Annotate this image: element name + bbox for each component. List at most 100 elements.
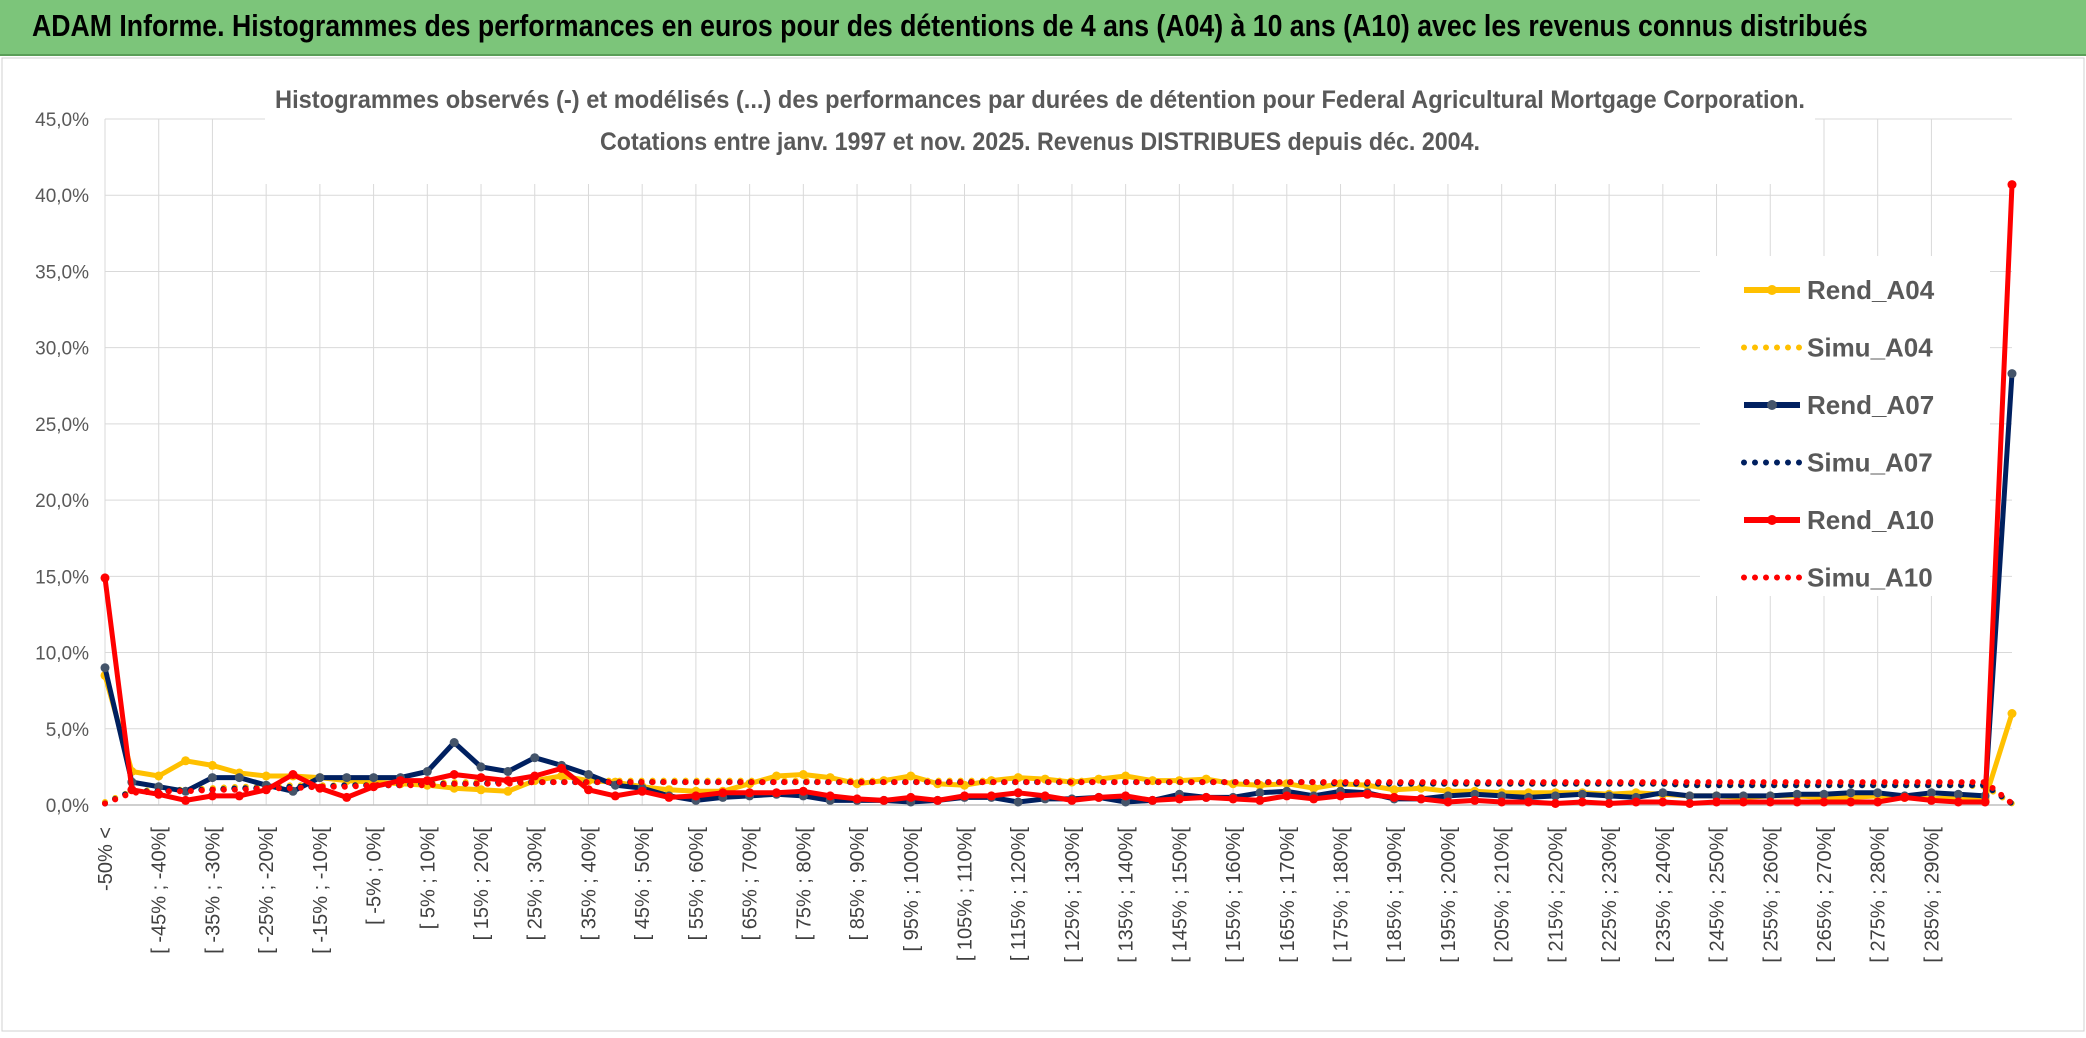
chart-frame: 0,0% 5,0% 10,0% 15,0% 20,0% 25,0% 30,0% 35,0% 40…	[0, 56, 2086, 1033]
legend-marker	[1767, 400, 1777, 410]
data-point	[1336, 791, 1345, 801]
data-point	[798, 786, 808, 796]
x-tick-label: [ 35% ; 40%[	[578, 827, 600, 941]
data-point	[422, 776, 432, 786]
data-point	[1712, 797, 1721, 807]
x-tick-label: [ 105% ; 110%[	[954, 827, 976, 962]
chart: 0,0% 5,0% 10,0% 15,0% 20,0% 25,0% 30,0% 35,0% 40…	[1, 57, 2085, 1032]
data-point	[745, 788, 755, 798]
data-point	[1604, 791, 1614, 801]
x-tick-label: [ 185% ; 190%[	[1384, 827, 1406, 963]
x-tick-label: [ 265% ; 270%[	[1814, 827, 1836, 963]
data-point	[584, 785, 593, 795]
legend-label: Rend_A10	[1807, 505, 1934, 535]
data-point	[718, 788, 728, 798]
x-tick-label: [ 255% ; 260%[	[1760, 827, 1782, 963]
data-point	[100, 663, 110, 673]
x-tick-label: [ 65% ; 70%[	[740, 827, 762, 941]
data-point	[369, 773, 379, 783]
data-point	[1309, 783, 1319, 793]
data-point	[181, 756, 191, 766]
data-point	[476, 785, 486, 795]
x-tick-label: [ 45% ; 50%[	[632, 827, 654, 941]
data-point	[825, 791, 835, 801]
x-tick-label: [ 175% ; 180%[	[1331, 827, 1353, 963]
data-point	[1309, 794, 1319, 804]
series-simu-a10	[102, 779, 2015, 807]
x-tick-label: [ -35% ; -30%[	[202, 827, 224, 954]
data-point	[1846, 788, 1856, 798]
x-tick-label: [ 275% ; 280%[	[1868, 827, 1890, 963]
data-point	[1980, 797, 1990, 807]
data-point	[1389, 785, 1399, 795]
x-tick-label: [ -25% ; -20%[	[256, 827, 278, 954]
x-tick-label: [ 125% ; 130%[	[1062, 827, 1084, 963]
y-tick-label: 40,0%	[35, 186, 89, 207]
data-point	[1362, 789, 1372, 799]
data-point	[1174, 794, 1184, 804]
legend-marker	[1767, 285, 1777, 295]
data-point	[1389, 792, 1399, 802]
data-point	[288, 770, 298, 779]
data-point	[1900, 792, 1910, 802]
data-point	[906, 771, 916, 781]
data-point	[664, 792, 674, 802]
y-tick-label: 0,0%	[46, 796, 89, 817]
data-point	[691, 791, 701, 801]
data-point	[1497, 797, 1507, 807]
data-point	[986, 791, 996, 801]
data-point	[1658, 788, 1668, 798]
y-tick-label: 45,0%	[35, 110, 89, 131]
x-tick-label: [ 205% ; 210%[	[1492, 827, 1514, 963]
report-title: ADAM Informe. Histogrammes des performan…	[32, 8, 1868, 43]
data-point	[1873, 788, 1883, 798]
data-point	[1524, 797, 1533, 807]
x-tick-label: [ 215% ; 220%[	[1545, 827, 1567, 963]
y-tick-label: 20,0%	[35, 491, 89, 512]
data-point	[1819, 797, 1829, 807]
data-point	[530, 753, 540, 763]
data-point	[1631, 797, 1641, 807]
data-point	[1255, 788, 1265, 798]
data-point	[879, 795, 889, 805]
y-tick-label: 30,0%	[35, 339, 89, 360]
data-point	[1094, 792, 1104, 802]
x-tick-label: [ 85% ; 90%[	[847, 827, 869, 941]
legend: Rend_A04 Simu_A04 Rend_A07 Simu_A07 Rend_A10…	[1741, 275, 1935, 593]
legend-background	[1700, 256, 1990, 596]
data-point	[2007, 369, 2017, 379]
data-point	[449, 770, 459, 779]
x-tick-label: [ -45% ; -40%[	[149, 827, 171, 954]
x-tick-label: [ -15% ; -10%[	[310, 827, 332, 954]
data-point	[1685, 791, 1695, 801]
data-point	[1255, 795, 1265, 805]
data-point	[1685, 799, 1695, 808]
data-point	[207, 791, 217, 801]
data-point	[1604, 799, 1614, 808]
y-tick-label: 35,0%	[35, 262, 89, 283]
data-point	[1550, 799, 1560, 808]
data-point	[1846, 797, 1856, 807]
data-point	[1550, 791, 1560, 801]
data-point	[1792, 797, 1802, 807]
data-point	[1148, 795, 1157, 805]
data-point	[100, 573, 110, 583]
legend-label: Simu_A07	[1807, 448, 1933, 478]
data-point	[476, 773, 486, 783]
data-point	[557, 771, 567, 781]
data-point	[1067, 795, 1077, 805]
data-point	[1282, 791, 1292, 801]
data-point	[261, 771, 271, 781]
data-point	[798, 770, 808, 779]
data-point	[1228, 794, 1238, 804]
y-tick-label: 25,0%	[35, 415, 89, 436]
x-tick-label: [ 135% ; 140%[	[1116, 827, 1138, 963]
data-point	[852, 794, 862, 804]
x-tick-label: [ 15% ; 20%[	[471, 827, 493, 941]
y-tick-label: 5,0%	[46, 720, 89, 741]
chart-title-background	[265, 80, 1815, 184]
legend-label: Rend_A07	[1807, 390, 1934, 420]
x-tick-label: [ 225% ; 230%[	[1599, 827, 1621, 963]
legend-label: Simu_A04	[1807, 333, 1933, 363]
legend-label: Rend_A04	[1807, 275, 1935, 305]
